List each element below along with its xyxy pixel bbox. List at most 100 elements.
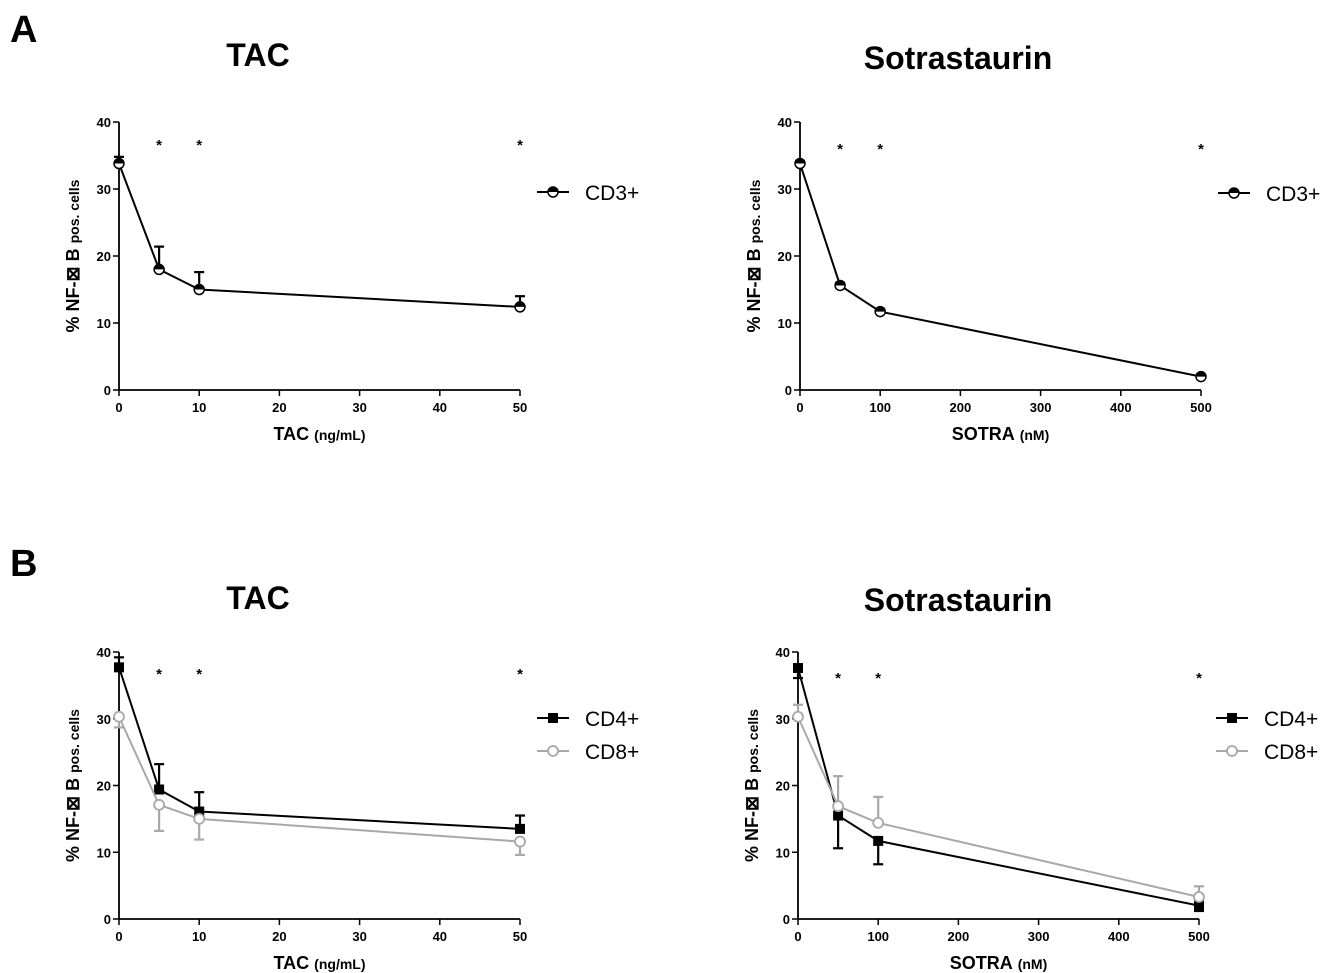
chart-2: Sotrastaurin 0 100 200 300 400 500 0 10 20 30 40 SOT… [744, 40, 1320, 444]
x-tick-label: 200 [950, 400, 972, 415]
y-tick-label: 10 [97, 845, 111, 860]
y-axis-label: % NF-⊠ B pos. cells [742, 709, 762, 862]
x-tick-label: 400 [1108, 929, 1130, 944]
data-point [833, 810, 844, 821]
x-tick-label: 500 [1190, 400, 1212, 415]
x-axis-label-main: SOTRA [950, 953, 1013, 973]
y-axis-label-unit: pos. cells [745, 709, 761, 773]
legend-label: CD8+ [1264, 741, 1318, 764]
y-tick-label: 0 [783, 912, 790, 927]
x-tick-label: 30 [352, 929, 366, 944]
data-point [153, 798, 166, 811]
y-tick-label: 0 [104, 383, 111, 398]
x-tick-label: 20 [272, 400, 286, 415]
x-tick-label: 500 [1188, 929, 1210, 944]
significance-star: * [1196, 670, 1202, 687]
y-axis-label: % NF-⊠ B pos. cells [63, 179, 83, 332]
series-line [797, 667, 1200, 907]
legend-label: CD3+ [585, 182, 639, 205]
x-tick-label: 30 [352, 400, 366, 415]
x-tick-label: 50 [513, 400, 527, 415]
legend-label: CD4+ [1264, 708, 1318, 731]
data-point [114, 662, 124, 673]
y-axis-label-main: % NF-⊠ B [63, 778, 83, 862]
x-axis-label-unit: (nM) [1020, 427, 1050, 443]
y-tick-label: 40 [97, 115, 111, 130]
x-axis-label: TAC (ng/mL) [274, 424, 366, 444]
legend-marker [1226, 745, 1238, 757]
x-tick-label: 200 [948, 929, 970, 944]
significance-star: * [837, 141, 843, 158]
significance-star: * [196, 666, 202, 683]
series-cd4- [793, 663, 1204, 913]
x-tick-label: 10 [192, 400, 206, 415]
data-point [193, 283, 205, 296]
x-tick-label: 0 [115, 400, 122, 415]
marker-fill [154, 264, 165, 270]
series-line [118, 163, 521, 308]
legend-marker [548, 713, 558, 723]
x-tick-label: 40 [433, 400, 447, 415]
legend-marker [547, 745, 559, 757]
y-axis-label-unit: pos. cells [66, 709, 82, 773]
data-point [154, 784, 165, 795]
marker-fill [515, 301, 525, 307]
x-tick-label: 50 [513, 929, 527, 944]
chart-title: TAC [226, 37, 289, 73]
legend-entry-cd4-: CD4+ [1216, 708, 1318, 731]
y-axis-label-main: % NF-⊠ B [744, 248, 764, 332]
legend-label: CD4+ [585, 708, 639, 731]
data-point [153, 263, 165, 276]
x-tick-label: 300 [1030, 400, 1052, 415]
data-point [793, 663, 803, 674]
x-axis-label: TAC (ng/mL) [274, 953, 366, 973]
y-tick-label: 40 [97, 645, 111, 660]
x-tick-label: 10 [192, 929, 206, 944]
legend-entry-cd8-: CD8+ [1216, 741, 1318, 764]
y-axis-label: % NF-⊠ B pos. cells [63, 709, 83, 862]
significance-star: * [517, 666, 523, 683]
data-point [832, 800, 844, 813]
x-tick-label: 0 [794, 929, 801, 944]
legend-label: CD3+ [1266, 183, 1320, 206]
y-tick-label: 30 [97, 182, 111, 197]
significance-star: * [877, 141, 883, 158]
marker-fill [1196, 371, 1206, 377]
x-axis-label-unit: (nM) [1018, 956, 1048, 972]
y-axis-label: % NF-⊠ B pos. cells [744, 179, 764, 332]
y-axis-label-main: % NF-⊠ B [63, 248, 83, 332]
series-line [797, 716, 1200, 898]
marker-fill [835, 280, 846, 286]
y-tick-label: 0 [785, 383, 792, 398]
chart-4: Sotrastaurin 0 100 200 300 400 500 0 10 20 30 40 SOT… [742, 582, 1318, 973]
y-tick-label: 0 [104, 912, 111, 927]
chart-title: Sotrastaurin [864, 582, 1052, 618]
x-axis-label-main: SOTRA [952, 424, 1015, 444]
series-cd3- [794, 157, 1207, 383]
y-tick-label: 40 [776, 645, 790, 660]
legend-label: CD8+ [585, 741, 639, 764]
x-axis-label-main: TAC [274, 953, 310, 973]
data-point [193, 812, 206, 825]
y-tick-label: 10 [778, 316, 792, 331]
marker-fill [548, 187, 558, 192]
data-point [834, 279, 846, 292]
series-line [118, 716, 521, 843]
marker-fill [114, 158, 124, 164]
y-tick-label: 20 [778, 249, 792, 264]
x-axis-label-main: TAC [274, 424, 310, 444]
y-axis-label-unit: pos. cells [66, 179, 82, 243]
series-line [118, 667, 521, 830]
y-tick-label: 20 [776, 779, 790, 794]
significance-star: * [835, 670, 841, 687]
marker-fill [194, 284, 205, 290]
x-axis-label: SOTRA (nM) [952, 424, 1050, 444]
y-axis-label-unit: pos. cells [747, 179, 763, 243]
legend-entry-cd3-: CD3+ [1218, 183, 1320, 206]
data-point [874, 305, 886, 318]
x-tick-label: 20 [272, 929, 286, 944]
y-tick-label: 10 [97, 316, 111, 331]
data-point [113, 157, 125, 170]
